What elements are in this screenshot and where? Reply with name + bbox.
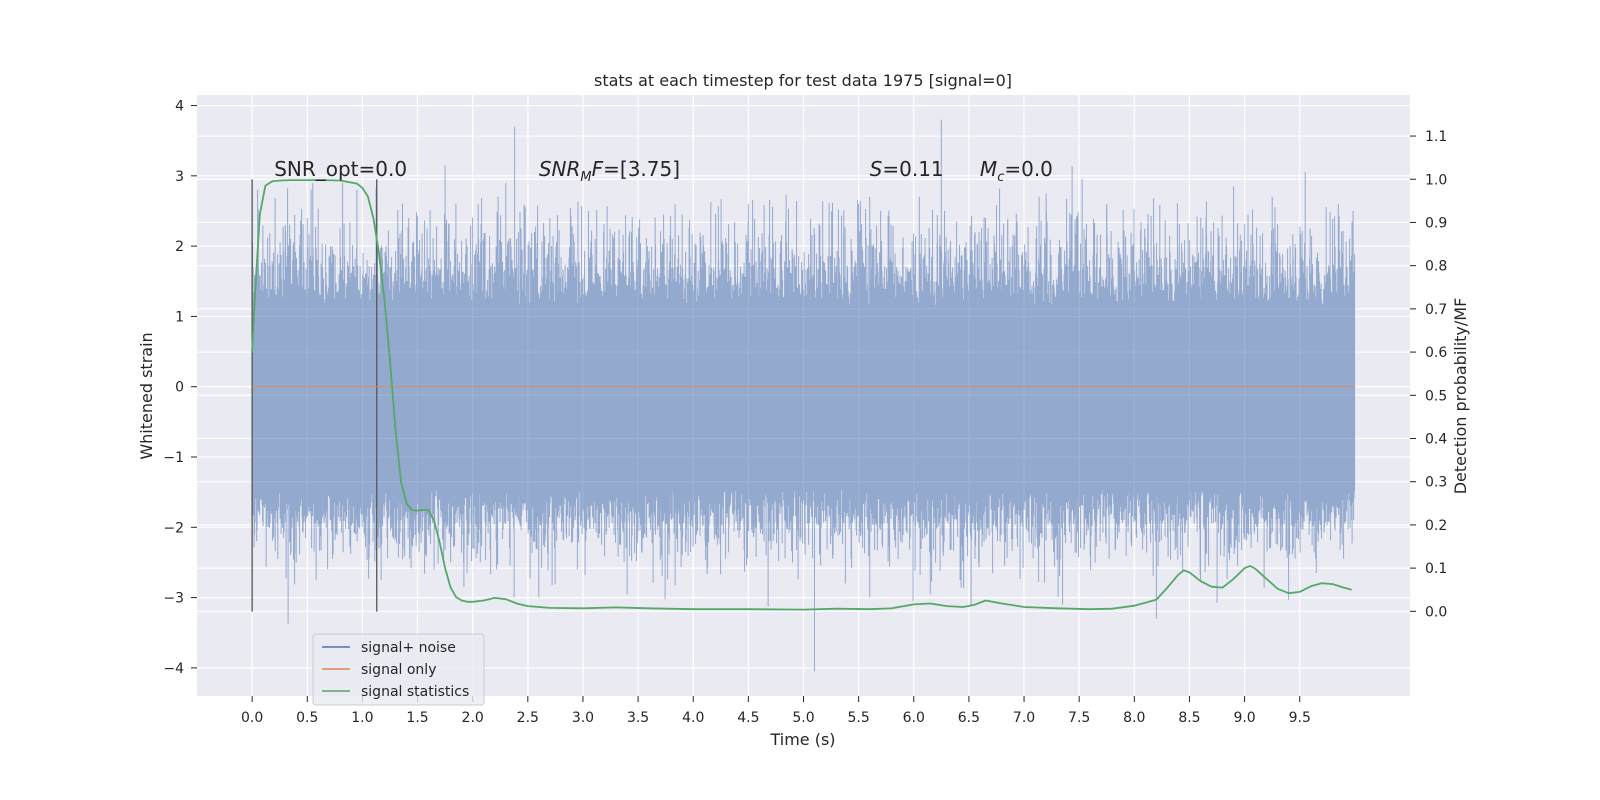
x-tick-label: 0.5 [296, 710, 318, 726]
x-tick-label: 2.0 [462, 710, 484, 726]
y2-tick-label: 0.3 [1425, 475, 1447, 491]
legend-label-signal-only: signal only [361, 662, 436, 678]
x-tick-label: 1.0 [351, 710, 373, 726]
y-tick-label: −2 [163, 520, 184, 536]
y-tick-label: 2 [175, 239, 184, 255]
y2-tick-label: 0.5 [1425, 388, 1447, 404]
y2-tick-label: 0.1 [1425, 561, 1447, 577]
y-axis-label: Whitened strain [137, 332, 156, 459]
ticks-layer: 0.0 0.5 1.0 1.5 2.0 2.5 3.0 3.5 4.0 4.5 5.0 5.5 6.0 6… [163, 99, 1447, 726]
series-signal-statistics [251, 179, 1352, 611]
y2-tick-label: 0.4 [1425, 431, 1447, 447]
x-tick-label: 3.5 [627, 710, 649, 726]
lines-layer [251, 179, 1355, 612]
y2-tick-label: 0.6 [1425, 345, 1447, 361]
y2-tick-label: 0.2 [1425, 518, 1447, 534]
x-tick-label: 9.0 [1233, 710, 1255, 726]
x-tick-label: 4.5 [737, 710, 759, 726]
x-tick-label: 6.5 [958, 710, 980, 726]
x-tick-label: 5.5 [848, 710, 870, 726]
y-tick-label: 1 [175, 309, 184, 325]
x-tick-label: 8.0 [1123, 710, 1145, 726]
y-tick-label: −1 [163, 450, 184, 466]
y2-tick-label: 0.0 [1425, 604, 1447, 620]
x-tick-label: 1.5 [406, 710, 428, 726]
x-tick-label: 7.5 [1068, 710, 1090, 726]
y2-tick-label: 1.0 [1425, 172, 1447, 188]
y2-axis-label: Detection probability/MF [1451, 298, 1470, 495]
y-tick-label: 0 [175, 380, 184, 396]
x-tick-label: 5.0 [792, 710, 814, 726]
y-tick-label: −4 [163, 661, 184, 677]
y-tick-label: 4 [175, 99, 184, 115]
legend-label-signal-noise: signal+ noise [361, 640, 456, 656]
annotation-3: Mc=0.0 [980, 157, 1053, 185]
y-tick-label: −3 [163, 591, 184, 607]
y2-tick-label: 0.9 [1425, 215, 1447, 231]
legend: signal+ noise signal only signal statist… [312, 633, 485, 706]
x-tick-label: 4.0 [682, 710, 704, 726]
x-tick-label: 7.0 [1013, 710, 1035, 726]
y-tick-label: 3 [175, 169, 184, 185]
x-tick-label: 0.0 [241, 710, 263, 726]
y2-tick-label: 0.7 [1425, 302, 1447, 318]
x-tick-label: 9.5 [1289, 710, 1311, 726]
x-tick-label: 2.5 [517, 710, 539, 726]
legend-box [312, 633, 485, 706]
annotation-1: SNRMF=[3.75] [539, 157, 680, 185]
y2-tick-label: 1.1 [1425, 129, 1447, 145]
annotation-2: S=0.11 [870, 157, 944, 181]
x-tick-label: 3.0 [572, 710, 594, 726]
y2-tick-label: 0.8 [1425, 259, 1447, 275]
annotations-layer: SNR_opt=0.0 SNRMF=[3.75] S=0.11 Mc=0.0 [274, 157, 1053, 185]
x-tick-label: 8.5 [1178, 710, 1200, 726]
legend-label-signal-statistics: signal statistics [361, 684, 469, 700]
x-axis-label: Time (s) [769, 730, 835, 749]
x-tick-label: 6.0 [903, 710, 925, 726]
chart-title: stats at each timestep for test data 197… [594, 71, 1012, 90]
annotation-0: SNR_opt=0.0 [274, 157, 407, 181]
